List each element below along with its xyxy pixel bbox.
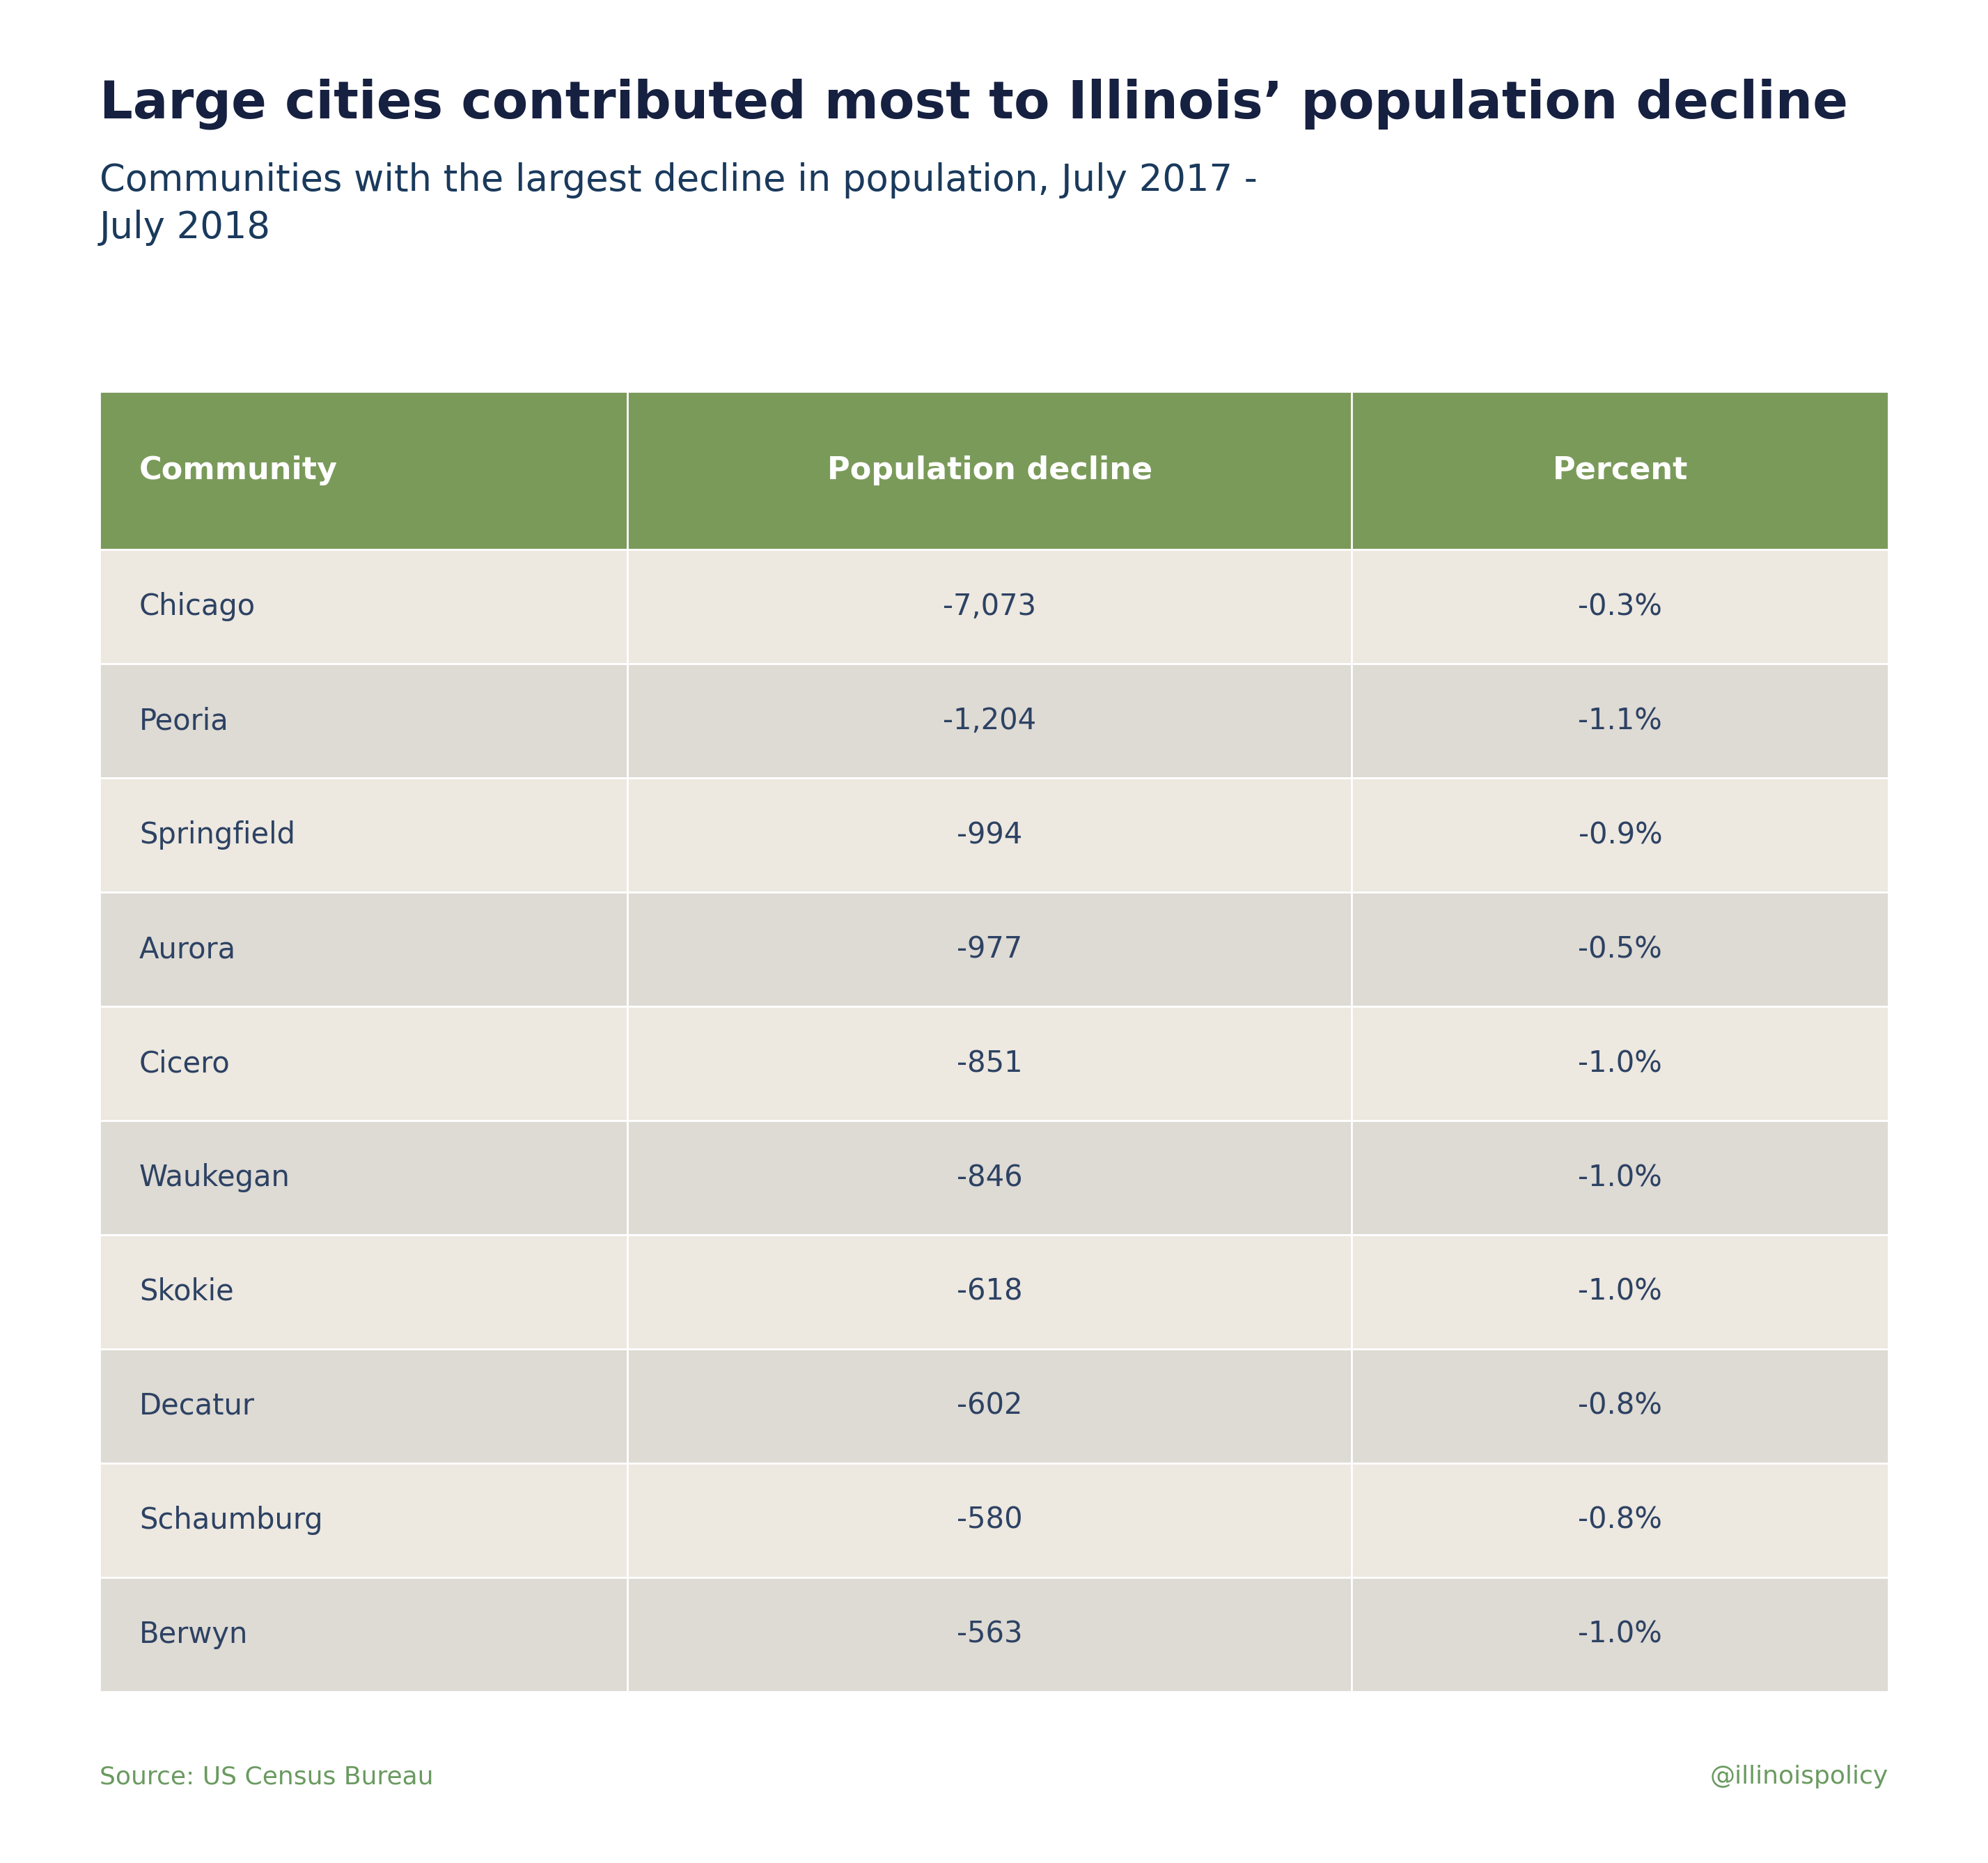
FancyBboxPatch shape — [626, 1462, 1352, 1578]
FancyBboxPatch shape — [626, 663, 1352, 779]
FancyBboxPatch shape — [99, 779, 626, 892]
Text: Percent: Percent — [1553, 455, 1688, 486]
Text: @illinoispolicy: @illinoispolicy — [1710, 1764, 1889, 1788]
Text: Cicero: Cicero — [139, 1049, 231, 1079]
Text: -0.5%: -0.5% — [1578, 935, 1662, 963]
Text: -0.3%: -0.3% — [1578, 592, 1662, 622]
FancyBboxPatch shape — [99, 663, 626, 779]
Text: Springfield: Springfield — [139, 820, 294, 850]
Text: -846: -846 — [956, 1163, 1022, 1192]
Text: Community: Community — [139, 455, 338, 486]
FancyBboxPatch shape — [1352, 1578, 1889, 1692]
FancyBboxPatch shape — [626, 1006, 1352, 1122]
FancyBboxPatch shape — [1352, 391, 1889, 550]
Text: Skokie: Skokie — [139, 1278, 235, 1306]
Text: Aurora: Aurora — [139, 935, 237, 963]
FancyBboxPatch shape — [1352, 1462, 1889, 1578]
Text: -563: -563 — [956, 1619, 1022, 1649]
FancyBboxPatch shape — [99, 1349, 626, 1462]
Text: -1.1%: -1.1% — [1578, 706, 1662, 736]
Text: -851: -851 — [956, 1049, 1022, 1079]
FancyBboxPatch shape — [626, 1578, 1352, 1692]
Text: Source: US Census Bureau: Source: US Census Bureau — [99, 1764, 433, 1788]
FancyBboxPatch shape — [99, 892, 626, 1006]
FancyBboxPatch shape — [1352, 779, 1889, 892]
Text: -1.0%: -1.0% — [1578, 1049, 1662, 1079]
Text: Decatur: Decatur — [139, 1392, 254, 1421]
Text: Berwyn: Berwyn — [139, 1619, 249, 1649]
Text: -1.0%: -1.0% — [1578, 1278, 1662, 1306]
Text: Large cities contributed most to Illinois’ population decline: Large cities contributed most to Illinoi… — [99, 78, 1849, 129]
FancyBboxPatch shape — [99, 391, 626, 550]
Text: -977: -977 — [956, 935, 1022, 963]
FancyBboxPatch shape — [99, 1120, 626, 1235]
Text: -618: -618 — [956, 1278, 1022, 1306]
Text: -0.9%: -0.9% — [1578, 820, 1662, 850]
Text: -580: -580 — [956, 1505, 1022, 1535]
FancyBboxPatch shape — [626, 391, 1352, 550]
Text: Chicago: Chicago — [139, 592, 256, 622]
FancyBboxPatch shape — [1352, 1349, 1889, 1462]
Text: -1.0%: -1.0% — [1578, 1163, 1662, 1192]
FancyBboxPatch shape — [1352, 663, 1889, 779]
FancyBboxPatch shape — [99, 1235, 626, 1349]
Text: -1,204: -1,204 — [942, 706, 1036, 736]
FancyBboxPatch shape — [626, 779, 1352, 892]
FancyBboxPatch shape — [626, 1349, 1352, 1462]
FancyBboxPatch shape — [1352, 550, 1889, 663]
Text: July 2018: July 2018 — [99, 211, 270, 246]
FancyBboxPatch shape — [1352, 1120, 1889, 1235]
Text: Population decline: Population decline — [827, 455, 1153, 486]
Text: Peoria: Peoria — [139, 706, 229, 736]
Text: Communities with the largest decline in population, July 2017 -: Communities with the largest decline in … — [99, 162, 1256, 197]
Text: -994: -994 — [956, 820, 1022, 850]
FancyBboxPatch shape — [99, 1578, 626, 1692]
FancyBboxPatch shape — [626, 550, 1352, 663]
FancyBboxPatch shape — [626, 892, 1352, 1006]
Text: -7,073: -7,073 — [942, 592, 1036, 622]
Text: Waukegan: Waukegan — [139, 1163, 290, 1192]
FancyBboxPatch shape — [99, 1006, 626, 1122]
Text: Schaumburg: Schaumburg — [139, 1505, 322, 1535]
Text: -602: -602 — [956, 1392, 1022, 1421]
FancyBboxPatch shape — [626, 1120, 1352, 1235]
Text: -0.8%: -0.8% — [1578, 1392, 1662, 1421]
FancyBboxPatch shape — [1352, 892, 1889, 1006]
FancyBboxPatch shape — [626, 1235, 1352, 1349]
FancyBboxPatch shape — [1352, 1235, 1889, 1349]
FancyBboxPatch shape — [1352, 1006, 1889, 1122]
FancyBboxPatch shape — [99, 1462, 626, 1578]
Text: -0.8%: -0.8% — [1578, 1505, 1662, 1535]
FancyBboxPatch shape — [99, 550, 626, 663]
Text: -1.0%: -1.0% — [1578, 1619, 1662, 1649]
